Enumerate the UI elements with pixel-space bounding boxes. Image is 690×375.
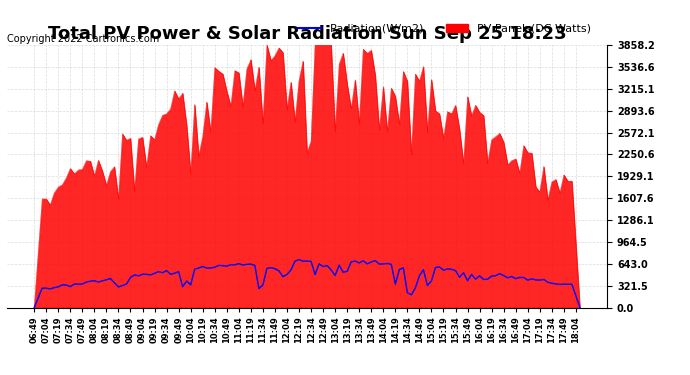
Title: Total PV Power & Solar Radiation Sun Sep 25 18:23: Total PV Power & Solar Radiation Sun Sep… — [48, 26, 566, 44]
Legend: Radiation(W/m2), PV Panels(DC Watts): Radiation(W/m2), PV Panels(DC Watts) — [294, 19, 595, 38]
Text: Copyright 2022 Cartronics.com: Copyright 2022 Cartronics.com — [7, 34, 159, 44]
